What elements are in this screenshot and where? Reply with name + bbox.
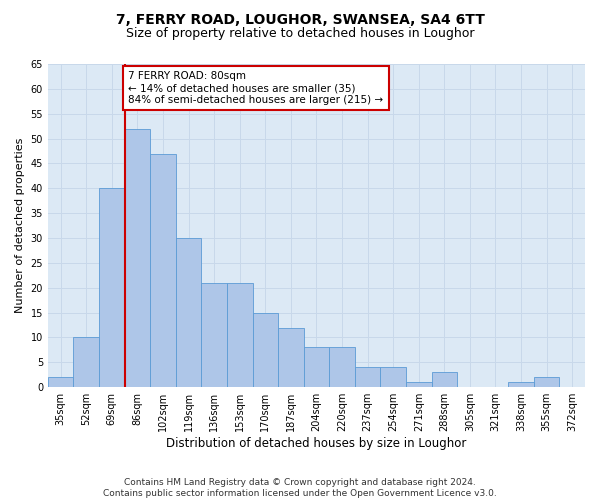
Text: 7, FERRY ROAD, LOUGHOR, SWANSEA, SA4 6TT: 7, FERRY ROAD, LOUGHOR, SWANSEA, SA4 6TT bbox=[116, 12, 484, 26]
Bar bbox=[355, 368, 380, 387]
Bar bbox=[304, 348, 329, 387]
Bar bbox=[534, 378, 559, 387]
Bar bbox=[125, 128, 150, 387]
Bar bbox=[202, 283, 227, 387]
Bar bbox=[253, 312, 278, 387]
Bar bbox=[150, 154, 176, 387]
Y-axis label: Number of detached properties: Number of detached properties bbox=[15, 138, 25, 314]
Bar bbox=[73, 338, 99, 387]
X-axis label: Distribution of detached houses by size in Loughor: Distribution of detached houses by size … bbox=[166, 437, 467, 450]
Text: Contains HM Land Registry data © Crown copyright and database right 2024.
Contai: Contains HM Land Registry data © Crown c… bbox=[103, 478, 497, 498]
Bar bbox=[380, 368, 406, 387]
Text: Size of property relative to detached houses in Loughor: Size of property relative to detached ho… bbox=[126, 28, 474, 40]
Bar bbox=[329, 348, 355, 387]
Bar bbox=[176, 238, 202, 387]
Text: 7 FERRY ROAD: 80sqm
← 14% of detached houses are smaller (35)
84% of semi-detach: 7 FERRY ROAD: 80sqm ← 14% of detached ho… bbox=[128, 72, 383, 104]
Bar bbox=[48, 378, 73, 387]
Bar bbox=[508, 382, 534, 387]
Bar bbox=[431, 372, 457, 387]
Bar bbox=[406, 382, 431, 387]
Bar bbox=[278, 328, 304, 387]
Bar bbox=[227, 283, 253, 387]
Bar bbox=[99, 188, 125, 387]
